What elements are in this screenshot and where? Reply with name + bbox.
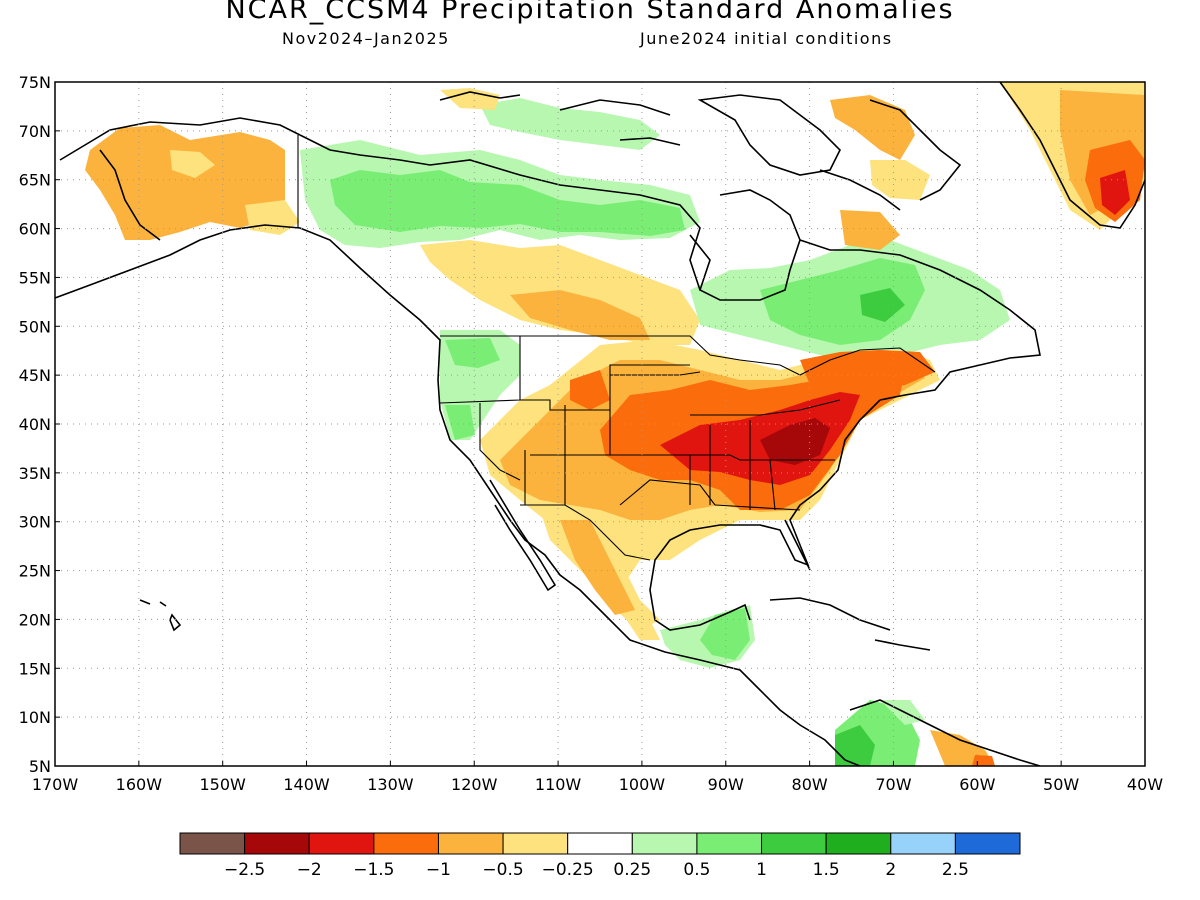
colorbar-swatch	[502, 832, 569, 855]
chart-title: NCAR_CCSM4 Precipitation Standard Anomal…	[225, 0, 955, 25]
lon-tick-label: 90W	[708, 775, 744, 794]
colorbar-swatch	[954, 832, 1021, 855]
lon-tick-label: 110W	[535, 775, 582, 794]
colorbar-swatch	[631, 832, 698, 855]
lat-tick-label: 25N	[19, 562, 51, 581]
colorbar-label: −0.25	[542, 860, 594, 880]
colorbar-swatch	[761, 832, 827, 855]
lon-tick-label: 100W	[619, 775, 666, 794]
lat-tick-label: 20N	[19, 610, 51, 629]
anomaly-plains-strong	[570, 370, 610, 410]
lon-tick-label: 130W	[367, 775, 414, 794]
colorbar-label: −1	[426, 860, 451, 880]
anomaly-ca-wet	[445, 405, 475, 440]
political-borders	[297, 135, 936, 561]
colorbar-label: −2	[297, 860, 322, 880]
lon-tick-label: 50W	[1043, 775, 1079, 794]
anomaly-quebec-wet-mod	[760, 258, 925, 345]
colorbar-label: 2	[885, 860, 896, 880]
anomaly-prairie-mod	[510, 290, 650, 340]
colorbar-swatch	[373, 832, 439, 855]
colorbar-swatch	[308, 832, 375, 855]
colorbar-label: 1	[756, 860, 767, 880]
anomaly-yucatan-wet-mod	[700, 608, 750, 660]
lat-tick-label: 75N	[19, 73, 51, 92]
anomaly-quebec-wet-strong	[860, 288, 905, 322]
colorbar-swatch	[825, 832, 892, 855]
anomaly-alaska-mild	[170, 150, 215, 178]
axis-ticks: 170W 160W 150W 140W 130W 120W 110W 100W 90W 80W 70…	[19, 73, 1164, 794]
lon-tick-label: 80W	[792, 775, 828, 794]
lon-tick-label: 140W	[283, 775, 330, 794]
colorbar-label: 2.5	[942, 860, 969, 880]
anomaly-greenland-vstrong	[1100, 170, 1130, 215]
anomaly-baffin-dry	[830, 95, 915, 160]
lat-tick-label: 40N	[19, 415, 51, 434]
forecast-period: Nov2024–Jan2025	[282, 29, 450, 48]
lon-tick-label: 150W	[200, 775, 247, 794]
lat-tick-label: 15N	[19, 659, 51, 678]
lat-tick-label: 50N	[19, 317, 51, 336]
colorbar-swatch	[244, 832, 310, 855]
anomaly-alaska-dry	[85, 125, 285, 240]
anomaly-labrador-dry	[840, 210, 900, 250]
colorbar-label: 1.5	[813, 860, 840, 880]
anomaly-ohio-extreme	[760, 418, 830, 465]
colorbar-label: 0.25	[613, 860, 651, 880]
colorbar-swatch	[437, 832, 504, 855]
lat-tick-label: 10N	[19, 708, 51, 727]
lat-tick-label: 60N	[19, 220, 51, 239]
lat-tick-label: 65N	[19, 171, 51, 190]
anomaly-pnw-wet-mod	[445, 338, 500, 368]
anomaly-mexico-mod	[560, 520, 635, 615]
colorbar-swatch	[696, 832, 763, 855]
colorbar-swatch	[179, 832, 246, 855]
lon-tick-label: 170W	[32, 775, 79, 794]
lat-tick-label: 55N	[19, 268, 51, 287]
colorbar-swatch	[890, 832, 956, 855]
anomaly-venezuela-strong	[972, 755, 995, 766]
lon-tick-label: 60W	[959, 775, 995, 794]
anomaly-arctic-dry	[440, 88, 500, 110]
lat-tick-label: 35N	[19, 464, 51, 483]
lat-tick-label: 70N	[19, 122, 51, 141]
lat-tick-label: 5N	[29, 757, 51, 776]
anomaly-arctic-wet	[480, 98, 660, 150]
anomaly-colombia-wet-strong	[835, 725, 875, 766]
lat-tick-label: 45N	[19, 366, 51, 385]
coastlines	[55, 82, 1145, 766]
colorbar-label: −2.5	[224, 860, 265, 880]
anomaly-ne-strong	[800, 350, 935, 392]
colorbar-swatch	[567, 832, 633, 855]
colorbar-label: −0.5	[482, 860, 523, 880]
graticule	[55, 82, 1145, 766]
lon-tick-label: 120W	[451, 775, 498, 794]
colorbar-label: 0.5	[683, 860, 710, 880]
anomaly-nwt-wet-mod	[330, 170, 685, 236]
lat-tick-label: 30N	[19, 513, 51, 532]
lon-tick-label: 160W	[116, 775, 163, 794]
anomaly-baffin-dry2	[870, 160, 930, 200]
lon-tick-label: 40W	[1127, 775, 1163, 794]
lon-tick-label: 70W	[875, 775, 911, 794]
colorbar-label: −1.5	[353, 860, 394, 880]
colorbar: −2.5 −2 −1.5 −1 −0.5 −0.25 0.25 0.5 1 1.5 2 2.5	[179, 832, 1021, 880]
initial-conditions: June2024 initial conditions	[640, 29, 893, 48]
